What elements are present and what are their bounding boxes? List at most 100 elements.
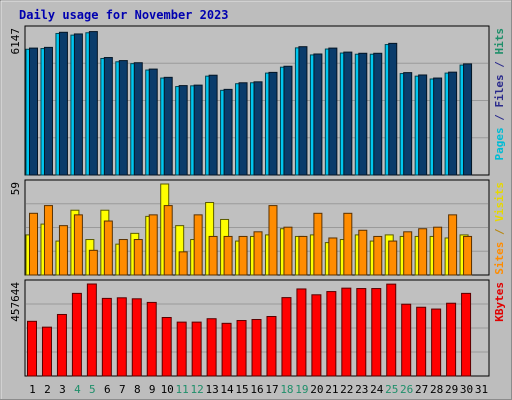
bar-sites-day-3 <box>58 225 68 276</box>
bar-kbytes-day-10 <box>161 317 172 377</box>
panel-mid: 59 Sites / Visits <box>9 179 506 276</box>
bar-files-day-18 <box>283 65 293 176</box>
x-tick-label: 30 <box>460 383 473 396</box>
bar-files-day-19 <box>298 46 308 176</box>
bar-sites-day-20 <box>313 212 323 276</box>
bar-files-day-30 <box>463 63 473 176</box>
x-tick-label: 13 <box>205 383 218 396</box>
x-tick-label: 25 <box>385 383 398 396</box>
bar-files-day-4 <box>73 33 83 176</box>
bar-kbytes-day-11 <box>176 321 187 377</box>
x-tick-label: 11 <box>176 383 189 396</box>
bar-sites-day-14 <box>223 235 233 276</box>
x-tick-label: 9 <box>149 383 156 396</box>
bar-kbytes-day-12 <box>191 321 202 377</box>
bar-files-day-27 <box>418 74 428 176</box>
bar-files-day-28 <box>433 77 443 176</box>
x-tick-label: 26 <box>400 383 413 396</box>
bar-kbytes-day-22 <box>341 287 352 377</box>
legend-entry: / <box>493 108 506 128</box>
bar-sites-day-21 <box>328 237 338 276</box>
bar-sites-day-1 <box>29 212 38 276</box>
bar-kbytes-day-9 <box>146 301 157 377</box>
panel-mid-legend: Sites / Visits <box>493 182 506 275</box>
bar-sites-day-25 <box>388 240 398 276</box>
bar-kbytes-day-5 <box>86 283 97 377</box>
panel-top: 6147 Pages / Files / Hits <box>9 25 506 176</box>
bar-sites-day-8 <box>133 239 143 276</box>
x-tick-label: 5 <box>89 383 96 396</box>
legend-entry: / <box>493 222 506 242</box>
panel-bottom-legend: KBytes <box>493 282 506 322</box>
bar-files-day-8 <box>133 62 143 176</box>
bar-kbytes-day-19 <box>296 288 307 377</box>
bar-kbytes-day-2 <box>41 326 52 377</box>
bar-kbytes-day-26 <box>401 303 412 377</box>
legend-entry: Files <box>493 74 506 107</box>
bar-files-day-20 <box>313 53 323 176</box>
bar-kbytes-day-25 <box>386 283 397 377</box>
x-tick-label: 14 <box>220 383 234 396</box>
x-tick-label: 6 <box>104 383 111 396</box>
bar-kbytes-day-21 <box>326 291 337 377</box>
bar-kbytes-day-15 <box>236 320 247 377</box>
bar-sites-day-7 <box>118 239 128 276</box>
x-tick-label: 29 <box>445 383 458 396</box>
panel-bottom: 457644 KBytes <box>9 279 506 377</box>
bar-kbytes-day-8 <box>131 298 142 377</box>
x-tick-label: 22 <box>340 383 353 396</box>
x-tick-label: 23 <box>355 383 368 396</box>
bar-kbytes-day-3 <box>56 313 67 377</box>
x-tick-label: 10 <box>161 383 174 396</box>
panel-top-legend: Pages / Files / Hits <box>493 28 506 161</box>
bar-sites-day-29 <box>448 214 458 276</box>
bar-files-day-17 <box>268 71 278 176</box>
panel-top-ymax-label: 6147 <box>9 28 22 55</box>
legend-entry: Hits <box>493 28 506 55</box>
bar-sites-day-4 <box>73 214 83 276</box>
bar-files-day-29 <box>448 71 458 176</box>
bar-files-day-2 <box>43 46 53 176</box>
legend-entry: KBytes <box>493 282 506 322</box>
x-tick-label: 8 <box>134 383 141 396</box>
bar-files-day-3 <box>58 31 68 176</box>
x-tick-label: 12 <box>191 383 204 396</box>
bar-sites-day-19 <box>298 235 308 276</box>
legend-entry: / <box>493 55 506 75</box>
bar-kbytes-day-17 <box>266 316 277 377</box>
bar-files-day-12 <box>193 84 203 176</box>
x-tick-label: 21 <box>325 383 338 396</box>
bar-kbytes-day-16 <box>251 319 262 377</box>
x-tick-label: 15 <box>235 383 248 396</box>
bar-kbytes-day-24 <box>371 288 382 377</box>
bar-sites-day-27 <box>418 228 428 276</box>
bar-sites-day-28 <box>433 226 443 276</box>
x-tick-label: 16 <box>250 383 263 396</box>
bar-files-day-24 <box>373 52 383 176</box>
legend-entry: Sites <box>493 242 506 275</box>
bar-sites-day-15 <box>238 235 248 276</box>
bar-kbytes-day-13 <box>206 318 217 377</box>
bar-sites-day-30 <box>463 235 473 276</box>
bar-kbytes-day-28 <box>431 308 442 377</box>
bar-sites-day-22 <box>343 212 353 276</box>
panel-bottom-ymax-label: 457644 <box>9 282 22 322</box>
bar-kbytes-day-20 <box>311 294 322 377</box>
x-tick-label: 27 <box>415 383 428 396</box>
bar-sites-day-13 <box>208 235 218 276</box>
bar-sites-day-2 <box>43 205 53 276</box>
bar-files-day-9 <box>148 68 158 176</box>
bar-sites-day-11 <box>178 251 188 276</box>
bar-kbytes-day-29 <box>446 302 457 377</box>
bar-files-day-14 <box>223 88 233 176</box>
bar-kbytes-day-7 <box>116 297 127 377</box>
bar-kbytes-day-4 <box>71 292 82 377</box>
x-tick-label: 28 <box>430 383 443 396</box>
bar-sites-day-12 <box>193 214 203 276</box>
x-tick-label: 24 <box>370 383 384 396</box>
x-tick-label: 31 <box>475 383 488 396</box>
bar-files-day-25 <box>388 42 398 176</box>
bar-kbytes-day-1 <box>27 320 37 377</box>
bar-files-day-5 <box>88 31 98 176</box>
